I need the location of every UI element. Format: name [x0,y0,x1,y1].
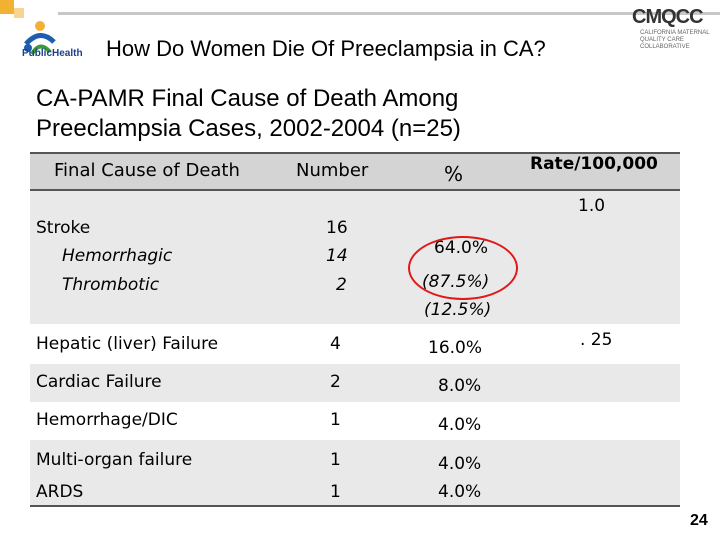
cell-number-hemorrhagic: 14 [326,246,348,266]
cmqcc-logo-text: CMQCC [632,6,704,28]
table-bottom-rule [30,505,680,507]
cell-cause-ards: ARDS [36,482,84,502]
cell-number-ards: 1 [330,482,341,502]
table-header [30,152,680,191]
column-header-number: Number [296,160,369,181]
page-number: 24 [690,512,708,529]
cell-number-stroke: 16 [326,218,348,238]
cell-pct-hepatic: 16.0% [428,338,483,358]
public-health-logo-text: PublicHealth [22,48,83,59]
slide-title: How Do Women Die Of Preeclampsia in CA? [106,36,546,61]
cell-cause-hemorrhage-dic: Hemorrhage/DIC [36,410,178,430]
public-health-logo-icon [24,21,56,56]
top-rule [58,12,720,15]
cell-cause-hemorrhagic: Hemorrhagic [62,246,173,266]
table-subtitle: CA-PAMR Final Cause of Death Among Preec… [36,85,461,142]
cell-cause-thrombotic: Thrombotic [62,275,160,295]
highlight-oval [408,236,518,300]
table-top-rule [30,152,680,154]
row-band-multiorgan [30,440,680,505]
cell-pct-ards: 4.0% [438,482,482,502]
cell-number-multiorgan: 1 [330,450,341,470]
top-banner: PublicHealth CMQCC CALIFORNIA MATERNAL Q… [0,0,720,68]
accent-square [0,0,14,14]
column-header-percent: % [444,162,464,186]
cmqcc-logo-subtitle: CALIFORNIA MATERNAL QUALITY CARE COLLABO… [640,30,710,50]
cell-cause-hepatic: Hepatic (liver) Failure [36,334,219,354]
cell-number-hepatic: 4 [330,334,341,354]
cell-number-thrombotic: 2 [336,275,347,295]
accent-square-small [14,8,24,18]
cell-number-hemorrhage-dic: 1 [330,410,341,430]
row-band-stroke [30,189,680,324]
cell-pct-cardiac: 8.0% [438,376,482,396]
column-header-rate: Rate/100,000 [530,154,658,174]
cell-pct-hemorrhage-dic: 4.0% [438,415,482,435]
cell-cause-multiorgan: Multi-organ failure [36,450,193,470]
cell-rate-hepatic: . 25 [580,330,613,350]
cell-cause-stroke: Stroke [36,218,91,238]
column-header-cause: Final Cause of Death [54,160,240,181]
cell-number-cardiac: 2 [330,372,341,392]
cell-rate-stroke: 1.0 [578,196,606,216]
row-band-cardiac [30,364,680,402]
cell-cause-cardiac: Cardiac Failure [36,372,162,392]
cell-pct-thrombotic: (12.5%) [424,300,492,320]
cell-pct-multiorgan: 4.0% [438,454,482,474]
